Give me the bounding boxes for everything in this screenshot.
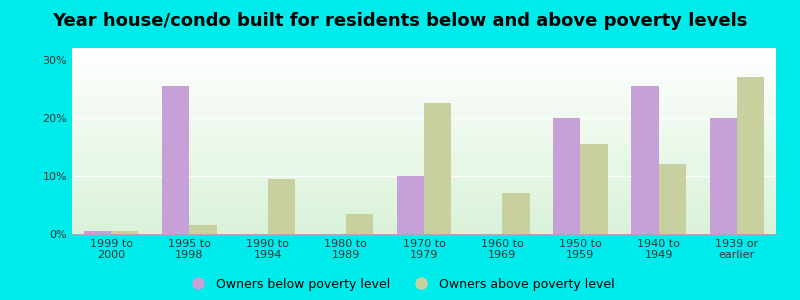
Bar bbox=[553, 118, 581, 234]
Bar bbox=[424, 103, 451, 234]
Bar bbox=[84, 231, 111, 234]
Bar bbox=[162, 86, 190, 234]
Bar bbox=[581, 144, 608, 234]
Bar bbox=[710, 118, 737, 234]
Bar bbox=[267, 179, 295, 234]
Bar bbox=[111, 231, 138, 234]
Bar bbox=[190, 225, 217, 234]
Bar bbox=[346, 214, 373, 234]
Bar bbox=[502, 193, 530, 234]
Bar bbox=[631, 86, 658, 234]
Text: Year house/condo built for residents below and above poverty levels: Year house/condo built for residents bel… bbox=[52, 12, 748, 30]
Legend: Owners below poverty level, Owners above poverty level: Owners below poverty level, Owners above… bbox=[186, 278, 614, 291]
Bar bbox=[658, 164, 686, 234]
Bar bbox=[737, 77, 764, 234]
Bar bbox=[397, 176, 424, 234]
